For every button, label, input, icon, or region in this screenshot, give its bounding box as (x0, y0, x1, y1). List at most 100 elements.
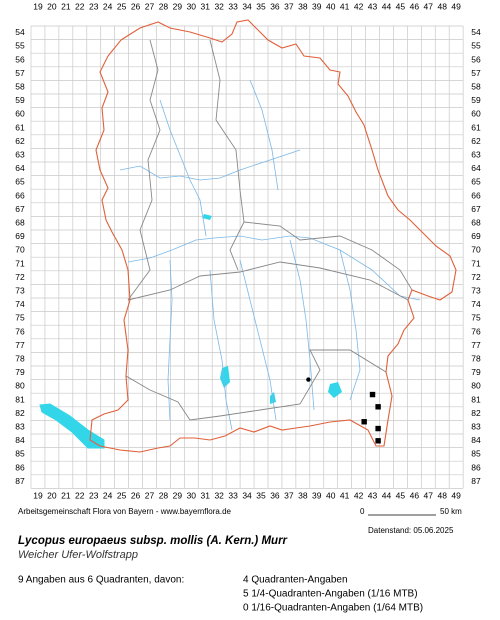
stat: 4 Quadranten-Angaben (243, 575, 348, 586)
grid (30, 25, 464, 489)
y-label: 67 (471, 204, 481, 214)
y-label: 66 (471, 190, 481, 200)
x-label: 35 (256, 490, 266, 500)
x-label: 30 (187, 490, 197, 500)
y-label: 74 (471, 299, 481, 309)
y-label: 85 (471, 449, 481, 459)
y-label: 59 (15, 95, 25, 105)
x-label: 44 (382, 1, 392, 11)
x-label: 37 (284, 490, 294, 500)
x-label: 28 (159, 490, 169, 500)
points (306, 377, 381, 444)
y-label: 86 (15, 462, 25, 472)
x-label: 19 (33, 1, 43, 11)
y-label: 85 (15, 449, 25, 459)
x-label: 22 (75, 490, 85, 500)
y-label: 75 (471, 313, 481, 323)
x-label: 42 (354, 1, 364, 11)
y-label: 55 (15, 41, 25, 51)
x-label: 19 (33, 490, 43, 500)
y-label: 65 (471, 177, 481, 187)
x-label: 27 (145, 490, 155, 500)
x-label: 40 (326, 490, 336, 500)
y-label: 61 (471, 122, 481, 132)
y-label: 84 (15, 435, 25, 445)
x-label: 33 (228, 490, 238, 500)
record-point (306, 377, 311, 382)
grid-labels: 19 19 20 20 21 21 22 22 23 23 24 24 25 25 26 26 27 27 28 28… (15, 1, 481, 500)
x-label: 24 (103, 1, 113, 11)
y-label: 70 (15, 245, 25, 255)
x-label: 45 (396, 1, 406, 11)
x-label: 21 (61, 1, 71, 11)
y-label: 80 (471, 381, 481, 391)
date: Datenstand: 05.06.2025 (368, 526, 454, 535)
y-label: 75 (15, 313, 25, 323)
y-label: 56 (15, 54, 25, 64)
x-label: 41 (340, 490, 350, 500)
x-label: 45 (396, 490, 406, 500)
y-label: 78 (471, 353, 481, 363)
y-label: 59 (471, 95, 481, 105)
lake (39, 403, 105, 449)
subtitle: Weicher Ufer-Wolfstrapp (18, 549, 138, 561)
y-label: 87 (471, 476, 481, 486)
x-label: 20 (47, 1, 57, 11)
y-label: 68 (15, 217, 25, 227)
scale-start: 0 (360, 507, 365, 516)
x-label: 29 (173, 490, 183, 500)
y-label: 76 (471, 326, 481, 336)
record-square (361, 419, 367, 425)
y-label: 64 (15, 163, 25, 173)
x-label: 32 (214, 1, 224, 11)
x-label: 43 (368, 1, 378, 11)
x-label: 39 (312, 490, 322, 500)
rivers (119, 79, 421, 431)
y-label: 65 (15, 177, 25, 187)
x-label: 49 (451, 1, 461, 11)
credit: Arbeitsgemeinschaft Flora von Bayern - w… (18, 507, 232, 516)
y-label: 56 (471, 54, 481, 64)
x-label: 49 (451, 490, 461, 500)
y-label: 61 (15, 122, 25, 132)
x-label: 34 (242, 1, 252, 11)
y-label: 72 (15, 272, 25, 282)
x-label: 25 (117, 1, 127, 11)
y-label: 68 (471, 217, 481, 227)
y-label: 84 (471, 435, 481, 445)
y-label: 80 (15, 381, 25, 391)
x-label: 31 (201, 1, 211, 11)
y-label: 66 (15, 190, 25, 200)
record-square (369, 391, 376, 398)
x-label: 36 (270, 1, 280, 11)
x-label: 43 (368, 490, 378, 500)
y-label: 62 (471, 136, 481, 146)
y-label: 79 (471, 367, 481, 377)
y-label: 76 (15, 326, 25, 336)
x-label: 30 (187, 1, 197, 11)
x-label: 46 (410, 1, 420, 11)
y-label: 69 (15, 231, 25, 241)
y-label: 71 (15, 258, 25, 268)
x-label: 21 (61, 490, 71, 500)
summary: 9 Angaben aus 6 Quadranten, davon: (18, 575, 184, 586)
x-label: 46 (410, 490, 420, 500)
x-label: 27 (145, 1, 155, 11)
x-label: 39 (312, 1, 322, 11)
record-square (375, 438, 381, 444)
y-label: 79 (15, 367, 25, 377)
x-label: 31 (201, 490, 211, 500)
x-label: 23 (89, 490, 99, 500)
title: Lycopus europaeus subsp. mollis (A. Kern… (18, 535, 288, 547)
x-label: 41 (340, 1, 350, 11)
x-label: 22 (75, 1, 85, 11)
y-label: 54 (15, 27, 25, 37)
x-label: 38 (298, 490, 308, 500)
y-label: 83 (471, 421, 481, 431)
x-label: 38 (298, 1, 308, 11)
y-label: 73 (15, 285, 25, 295)
x-label: 48 (437, 490, 447, 500)
y-label: 82 (471, 408, 481, 418)
y-label: 67 (15, 204, 25, 214)
y-label: 73 (471, 285, 481, 295)
